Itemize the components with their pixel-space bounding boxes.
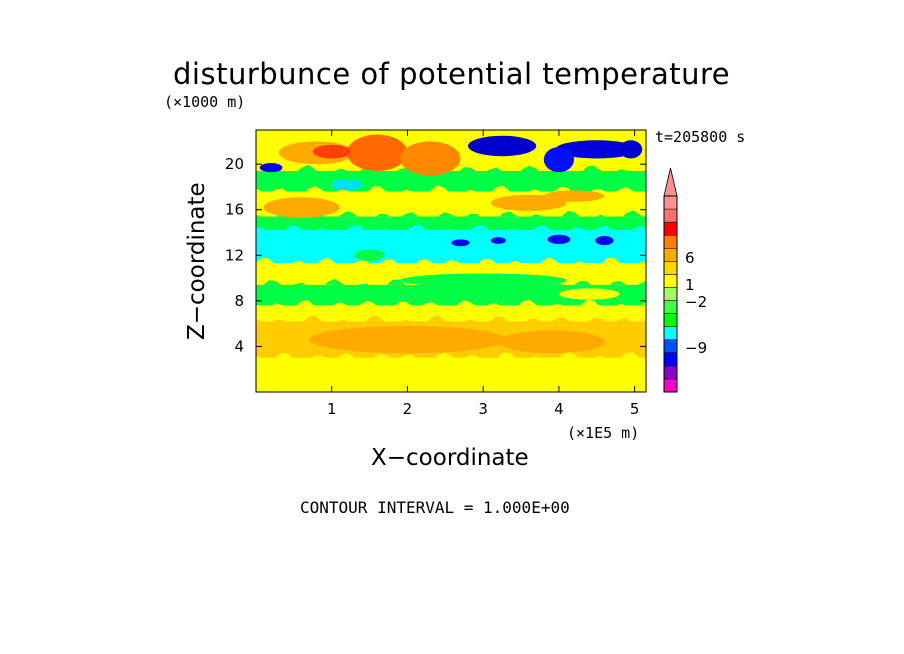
contour-feature-1: [498, 330, 605, 354]
colorbar: −9 −21 6: [663, 167, 707, 393]
contour-feature-18: [490, 194, 567, 211]
colorbar-swatch: [663, 300, 678, 314]
contour-edge-7: [256, 224, 646, 237]
x-axis-label: X−coordinate: [371, 445, 529, 471]
y-tick-label: 20: [225, 155, 244, 173]
x-tick-label: 2: [403, 400, 413, 418]
contour-edge-8: [256, 210, 646, 223]
contour-band-3: [256, 305, 646, 322]
colorbar-swatch: [663, 234, 678, 249]
contour-feature-12: [259, 163, 283, 173]
colorbar-swatch: [663, 326, 678, 340]
y-tick-label: 16: [225, 201, 244, 219]
colorbar-swatch: [663, 195, 678, 210]
contour-edge-9: [256, 185, 646, 198]
colorbar-swatch: [663, 313, 678, 327]
time-label: t=205800 s: [655, 128, 746, 146]
colorbar-label: 1: [685, 276, 695, 294]
contour-band-4: [256, 284, 646, 306]
colorbar-swatch: [663, 261, 678, 275]
x-tick-label: 3: [478, 400, 488, 418]
x-tick-label: 5: [630, 400, 640, 418]
contour-feature-14: [451, 239, 470, 247]
plot-frame: [255, 129, 647, 393]
contour-feature-17: [595, 235, 614, 246]
y-axis-unit: (×1000 m): [164, 93, 246, 111]
contour-feature-19: [543, 190, 605, 202]
colorbar-arrow: [663, 167, 678, 197]
contour-edge-10: [256, 165, 646, 178]
y-tick-label: 12: [225, 246, 244, 264]
contour-edge-2: [256, 351, 646, 364]
contour-feature-2: [263, 197, 340, 218]
colorbar-swatch: [663, 221, 678, 236]
colorbar-swatch: [663, 248, 678, 262]
contour-feature-7: [312, 144, 351, 159]
contour-feature-6: [399, 141, 461, 176]
colorbar-label: 6: [685, 249, 695, 267]
x-tick-label: 4: [554, 400, 564, 418]
y-ticks: 4 8 12 16 20: [225, 155, 646, 355]
contour-band-0: [256, 378, 646, 392]
colorbar-swatch: [663, 339, 678, 354]
colorbar-swatch: [663, 365, 678, 380]
contour-feature-3: [399, 273, 567, 288]
contour-feature-10: [543, 147, 575, 173]
x-ticks: 1 2 3 4 5: [327, 130, 639, 418]
colorbar-label: −2: [685, 293, 707, 311]
colorbar-label: −9: [685, 339, 707, 357]
colorbar-swatch: [663, 378, 678, 393]
contour-feature-16: [547, 234, 571, 244]
contour-edge-1: [256, 372, 646, 385]
contour-edge-6: [256, 257, 646, 270]
plot-area: [256, 130, 646, 392]
y-tick-label: 4: [234, 337, 244, 355]
contour-feature-0: [309, 325, 506, 354]
contour-interval: CONTOUR INTERVAL = 1.000E+00: [300, 498, 570, 517]
contour-feature-11: [619, 140, 643, 159]
contour-feature-13: [331, 178, 363, 191]
y-tick-label: 8: [234, 292, 244, 310]
colorbar-swatch: [663, 208, 678, 223]
contour-band-6: [256, 230, 646, 264]
contour-edge-5: [256, 278, 646, 292]
contour-feature-9: [555, 140, 639, 159]
contour-feature-15: [490, 237, 506, 244]
colorbar-frame: [663, 195, 678, 393]
colorbar-swatch: [663, 274, 678, 288]
x-tick-label: 1: [327, 400, 337, 418]
contour-feature-5: [346, 134, 408, 172]
contour-edge-4: [256, 299, 646, 312]
colorbar-swatch: [663, 352, 678, 367]
contour-feature-20: [354, 249, 385, 261]
chart-title: disturbunce of potential temperature: [173, 57, 731, 91]
colorbar-swatch: [663, 287, 678, 301]
contour-edge-3: [256, 315, 646, 328]
contour-feature-8: [468, 135, 537, 157]
contour-feature-21: [558, 288, 620, 300]
x-axis-unit: (×1E5 m): [567, 424, 640, 442]
